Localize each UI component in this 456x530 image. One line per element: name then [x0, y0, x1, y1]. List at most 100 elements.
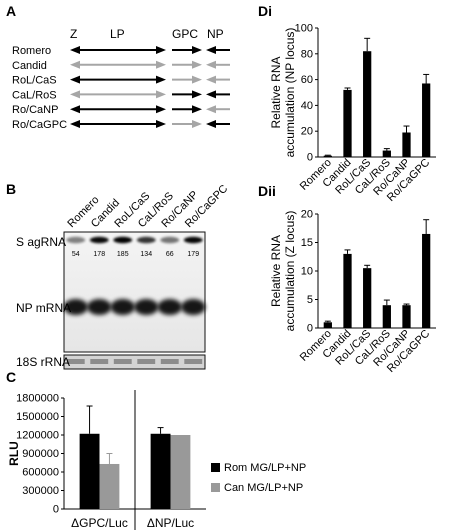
construct-name: Ro/CaGPC	[12, 119, 67, 131]
np-gene-arrow	[206, 105, 216, 114]
row-label-18s-rrna: 18S rRNA	[16, 355, 70, 369]
y-axis-title-line: Relative RNA	[269, 235, 283, 307]
np-mrna-band	[181, 299, 206, 315]
y-tick-label: 600000	[22, 467, 59, 479]
z-gene-arrow	[70, 105, 80, 114]
band-quantification: 178	[93, 251, 105, 258]
segment-label-np: NP	[207, 27, 224, 41]
band-quantification: 134	[140, 251, 152, 258]
gpc-gene-arrow	[192, 90, 202, 99]
y-axis-title-line: accumulation (Z locus)	[283, 211, 297, 332]
y-tick-label: 1500000	[16, 411, 59, 423]
bar	[323, 322, 332, 328]
panel-label-di: Di	[258, 3, 272, 19]
row-label-np-mrna: NP mRNA	[16, 301, 71, 315]
np-mrna-band	[87, 299, 112, 315]
np-gene-arrow	[206, 120, 216, 128]
rrna-band	[160, 359, 179, 364]
gpc-gene-arrow	[192, 46, 202, 54]
panel-a-genome-schematic: Z LP GPC NP Romero Candid RoL/CaS CaL/RoS Ro…	[12, 27, 230, 131]
bar	[99, 463, 120, 509]
row-label-s-agrna: S agRNA	[16, 235, 66, 249]
bar	[402, 305, 411, 328]
panel-dii-z-locus-chart: 05101520RomeroCandidRoL/CaSCaL/RoSRo/CaN…	[269, 209, 436, 375]
legend-label: Can MG/LP+NP	[224, 482, 303, 494]
panel-label-a: A	[6, 3, 16, 19]
rrna-band	[90, 359, 109, 364]
y-tick-label: 0	[307, 152, 313, 164]
bar	[79, 433, 100, 509]
y-axis-title-line: accumulation (NP locus)	[283, 28, 297, 158]
legend-swatch	[211, 483, 220, 492]
s-agrna-band	[66, 236, 86, 244]
z-gene-arrow	[70, 46, 80, 54]
bar	[170, 435, 191, 509]
construct-name: CaL/RoS	[12, 89, 57, 101]
legend-label: Rom MG/LP+NP	[224, 462, 306, 474]
legend-swatch	[211, 463, 220, 472]
y-tick-label: 100	[295, 23, 313, 35]
np-gene-arrow	[206, 46, 216, 54]
x-category-label: ΔNP/Luc	[147, 516, 194, 530]
segment-label-gpc: GPC	[172, 27, 198, 41]
gpc-gene-arrow	[192, 105, 202, 114]
s-agrna-band	[89, 236, 109, 244]
panel-label-c: C	[6, 369, 16, 385]
panel-label-dii: Dii	[258, 183, 276, 199]
panel-di-np-locus-chart: 020406080100RomeroCandidRoL/CaSCaL/RoSRo…	[269, 23, 436, 204]
y-tick-label: 0	[53, 504, 59, 516]
gpc-gene-arrow	[192, 75, 202, 84]
x-category-label: ΔGPC/Luc	[71, 516, 128, 530]
panel-label-b: B	[6, 181, 16, 197]
bar	[150, 433, 171, 509]
lp-gene-arrow	[156, 60, 166, 69]
gpc-gene-arrow	[192, 120, 202, 128]
y-tick-label: 0	[307, 323, 313, 335]
y-tick-label: 5	[307, 294, 313, 306]
z-gene-arrow	[70, 90, 80, 99]
bar	[422, 83, 431, 157]
panel-b-northern-blot: RomeroCandidRoL/CaSCaL/RoSRo/CaNPRo/CaGP…	[16, 183, 230, 370]
np-mrna-band	[134, 299, 159, 315]
bar	[343, 253, 352, 328]
np-gene-arrow	[206, 90, 216, 99]
s-agrna-band	[136, 236, 156, 244]
y-tick-label: 40	[301, 100, 313, 112]
y-tick-label: 20	[301, 209, 313, 221]
bar	[422, 233, 431, 328]
z-gene-arrow	[70, 120, 80, 128]
band-quantification: 185	[117, 251, 129, 258]
blot-rrna	[63, 354, 206, 370]
y-tick-label: 20	[301, 126, 313, 138]
y-tick-label: 80	[301, 48, 313, 60]
y-axis-title: RLU	[7, 441, 21, 466]
rrna-band	[184, 359, 203, 364]
rrna-band	[66, 359, 85, 364]
band-quantification: 66	[166, 251, 174, 258]
lp-gene-arrow	[156, 105, 166, 114]
bar	[363, 51, 372, 157]
z-gene-arrow	[70, 60, 80, 69]
panel-c-luciferase-chart: 0 300000 600000 900000 1200000 1500000 1800000…	[7, 390, 306, 530]
construct-name: Ro/CaNP	[12, 104, 58, 116]
s-agrna-band	[183, 236, 203, 244]
bar	[323, 155, 332, 157]
np-mrna-band	[157, 299, 182, 315]
bar	[363, 268, 372, 328]
construct-name: Candid	[12, 60, 47, 72]
lp-gene-arrow	[156, 46, 166, 54]
y-tick-label: 60	[301, 74, 313, 86]
y-tick-label: 15	[301, 237, 313, 249]
lp-gene-arrow	[156, 90, 166, 99]
np-mrna-band	[63, 299, 88, 315]
z-gene-arrow	[70, 75, 80, 84]
band-quantification: 179	[187, 251, 199, 258]
rrna-band	[113, 359, 132, 364]
bar	[343, 89, 352, 157]
y-tick-label: 1200000	[16, 430, 59, 442]
construct-name: Romero	[12, 45, 51, 57]
y-axis-title-line: Relative RNA	[269, 56, 283, 128]
segment-label-z: Z	[70, 27, 77, 41]
y-tick-label: 900000	[22, 448, 59, 460]
